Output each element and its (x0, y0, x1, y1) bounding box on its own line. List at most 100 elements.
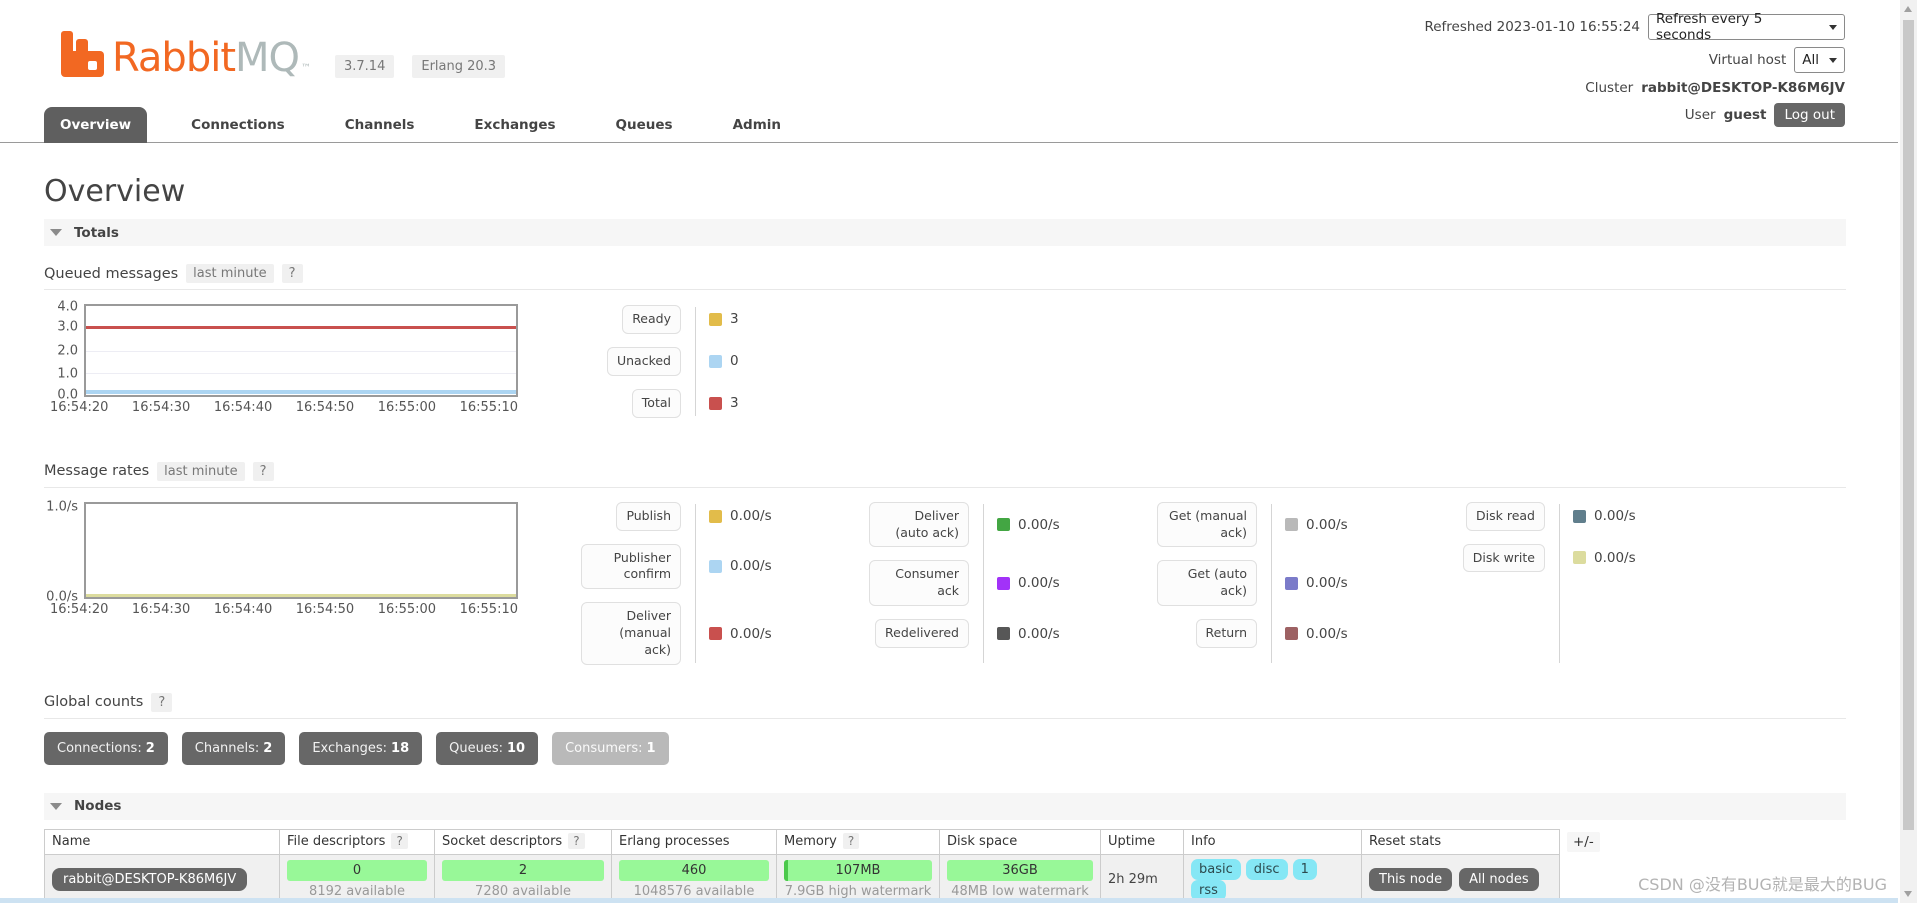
tab-channels[interactable]: Channels (344, 117, 415, 133)
fd-help-icon[interactable]: ? (391, 833, 408, 850)
ytick: 0.0/s (46, 589, 78, 605)
message-rates-header: Message rates last minute ? (44, 461, 1846, 488)
channels-count-button[interactable]: Channels: 2 (181, 731, 286, 765)
info-badge-1: 1 (1292, 858, 1317, 880)
consumer-ack-legend-button[interactable]: Consumer ack (869, 560, 969, 607)
get-auto-ack-legend-button[interactable]: Get (auto ack) (1157, 560, 1257, 607)
ytick: 1.0/s (46, 499, 78, 515)
queued-help-icon[interactable]: ? (281, 264, 303, 283)
queued-messages-header: Queued messages last minute ? (44, 264, 1846, 290)
deliver-auto-ack-legend-button[interactable]: Deliver (auto ack) (869, 501, 969, 548)
rates-legend-col-4: Disk read 0.00/s Disk write 0.00/s (1433, 501, 1711, 665)
brand-text: RabbitMQ ™ (112, 35, 311, 81)
return-rate-value: 0.00/s (1306, 625, 1348, 642)
return-legend-button[interactable]: Return (1195, 619, 1257, 648)
column-toggle-link[interactable]: +/- (1567, 831, 1600, 852)
rates-x-axis: 16:54:20 16:54:30 16:54:40 16:54:50 16:55:00… (50, 601, 518, 617)
rates-legend-col-3: Get (manual ack) 0.00/s Get (auto ack) 0.0… (1145, 501, 1423, 665)
scrollbar-down-arrow-icon[interactable] (1904, 891, 1912, 897)
rates-legend-col-2: Deliver (auto ack) 0.00/s Consumer ack 0.0… (857, 501, 1135, 665)
vertical-scrollbar[interactable] (1900, 0, 1917, 903)
rates-legend-col-1: Publish 0.00/s Publisher confirm 0.00/s De… (569, 501, 847, 665)
tab-queues[interactable]: Queues (615, 117, 673, 133)
nodes-table-zone: Name File descriptors? Socket descriptor… (44, 828, 1846, 903)
queues-count-button[interactable]: Queues: 10 (436, 731, 539, 765)
disk-read-legend-button[interactable]: Disk read (1466, 501, 1545, 531)
unacked-legend-button[interactable]: Unacked (606, 346, 681, 376)
csdn-watermark: CSDN @没有BUG就是最大的BUG (1638, 875, 1887, 894)
col-info: Info (1191, 834, 1216, 850)
get-manual-ack-legend-button[interactable]: Get (manual ack) (1157, 501, 1257, 548)
nodes-section-header[interactable]: Nodes (44, 792, 1846, 820)
consumer-ack-color-swatch (997, 576, 1010, 590)
ytick: 3.0 (57, 319, 78, 335)
brand-mq: MQ (235, 35, 300, 81)
exchanges-count-button[interactable]: Exchanges: 18 (299, 731, 423, 765)
disk-read-rate-value: 0.00/s (1594, 508, 1636, 525)
node-name-link[interactable]: rabbit@DESKTOP-K86M6JV (52, 868, 248, 892)
tab-exchanges[interactable]: Exchanges (474, 117, 556, 133)
col-uptime: Uptime (1108, 834, 1156, 850)
logout-button[interactable]: Log out (1774, 103, 1845, 127)
collapse-triangle-icon (50, 229, 62, 236)
rabbitmq-logo[interactable]: RabbitMQ ™ (60, 30, 311, 81)
tab-connections[interactable]: Connections (191, 117, 285, 133)
message-rates-title: Message rates (44, 463, 150, 480)
refresh-interval-select[interactable]: Refresh every 5 seconds (1648, 11, 1845, 43)
deliver-manual-ack-rate-value: 0.00/s (730, 625, 772, 642)
totals-section-label: Totals (74, 224, 119, 241)
tab-overview[interactable]: Overview (44, 107, 148, 143)
erlang-usage-bar: 460 (619, 860, 769, 882)
reset-all-nodes-button[interactable]: All nodes (1459, 868, 1539, 892)
ready-legend-button[interactable]: Ready (622, 305, 681, 334)
queued-period-badge[interactable]: last minute (186, 264, 274, 283)
consumers-count-button[interactable]: Consumers: 1 (552, 731, 669, 765)
next-section-strip (0, 898, 1898, 903)
col-disk-space: Disk space (947, 834, 1018, 850)
erlang-version-badge: Erlang 20.3 (412, 55, 506, 78)
unacked-series-line (86, 390, 516, 394)
tab-admin[interactable]: Admin (732, 117, 781, 133)
publisher-confirm-rate-value: 0.00/s (730, 558, 772, 575)
disk-write-legend-button[interactable]: Disk write (1462, 543, 1545, 573)
message-rates-chart: 1.0/s 0.0/s 16:54:20 16:54:30 16:54:40 16:5… (44, 499, 518, 617)
scrollbar-thumb[interactable] (1903, 20, 1914, 830)
rates-help-icon[interactable]: ? (252, 461, 274, 481)
redelivered-rate-value: 0.00/s (1018, 625, 1060, 642)
rabbitmq-logo-icon (61, 31, 104, 77)
ytick: 2.0 (57, 343, 78, 358)
ytick: 1.0 (57, 366, 78, 382)
global-counts-row: Connections: 2 Channels: 2 Exchanges: 18 Qu… (44, 731, 1846, 765)
connections-count-button[interactable]: Connections: 2 (44, 731, 168, 765)
memory-watermark: 7.9GB high watermark (784, 884, 932, 900)
total-legend-button[interactable]: Total (631, 388, 681, 418)
legend-row-unacked: Unacked 0 (569, 346, 847, 376)
totals-section-header[interactable]: Totals (44, 219, 1846, 246)
scrollbar-up-arrow-icon[interactable] (1904, 6, 1912, 12)
total-color-swatch (709, 396, 722, 410)
queued-plot-area (84, 304, 518, 397)
deliver-manual-ack-legend-button[interactable]: Deliver (manual ack) (581, 602, 681, 665)
brand-trademark: ™ (301, 63, 311, 74)
global-counts-help-icon[interactable]: ? (151, 692, 173, 712)
rates-plot-area (84, 501, 518, 599)
consumer-ack-rate-value: 0.00/s (1018, 575, 1060, 592)
cluster-name: rabbit@DESKTOP-K86M6JV (1641, 80, 1845, 96)
reset-this-node-button[interactable]: This node (1369, 868, 1453, 892)
total-value: 3 (730, 395, 739, 412)
queued-legend: Ready 3 Unacked 0 Total 3 (569, 305, 847, 418)
sd-help-icon[interactable]: ? (568, 833, 585, 850)
disk-read-color-swatch (1573, 509, 1586, 523)
unacked-color-swatch (709, 354, 722, 368)
memory-help-icon[interactable]: ? (842, 833, 860, 850)
virtual-host-value: All (1802, 52, 1819, 68)
publish-legend-button[interactable]: Publish (616, 501, 681, 531)
ready-value: 3 (730, 311, 739, 328)
nodes-table-header-row: Name File descriptors? Socket descriptor… (44, 828, 1560, 855)
node-uptime: 2h 29m (1108, 872, 1158, 888)
message-rates-chart-row: 1.0/s 0.0/s 16:54:20 16:54:30 16:54:40 16:5… (44, 499, 1846, 665)
rates-period-badge[interactable]: last minute (157, 461, 245, 481)
virtual-host-select[interactable]: All (1794, 47, 1845, 73)
publisher-confirm-legend-button[interactable]: Publisher confirm (581, 543, 681, 590)
redelivered-legend-button[interactable]: Redelivered (875, 619, 969, 648)
